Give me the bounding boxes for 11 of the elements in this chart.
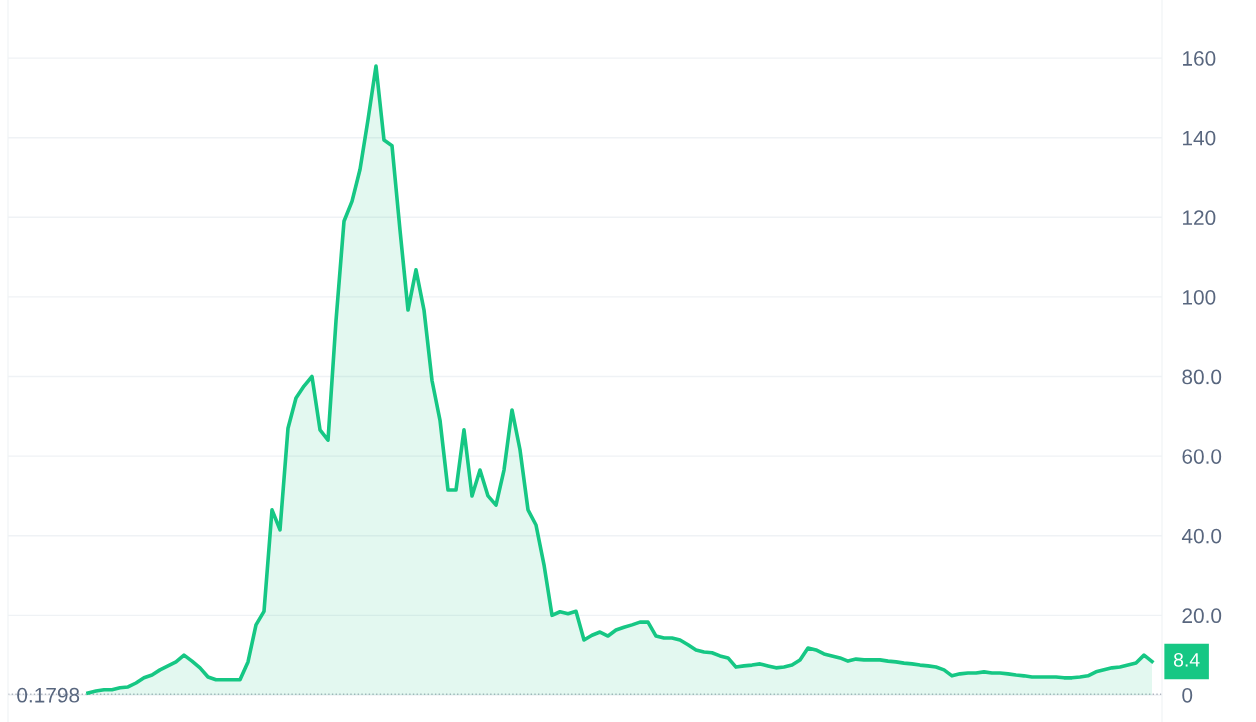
y-tick-label: 160 xyxy=(1183,51,1216,66)
y-tick-label: 40.0 xyxy=(1181,528,1222,544)
y-tick-label: 140 xyxy=(1183,130,1216,146)
y-tick-label: 120 xyxy=(1183,210,1216,226)
y-tick-label: 60.0 xyxy=(1182,449,1222,464)
data-label: 8.4 xyxy=(1173,652,1200,667)
ref-line-label: 0.1798 xyxy=(17,687,80,703)
y-tick-label: 100 xyxy=(1183,289,1216,305)
y-tick-label: 80.0 xyxy=(1182,369,1222,385)
y-tick-label: 0 xyxy=(1182,687,1193,703)
y-tick-label: 20.0 xyxy=(1182,608,1222,624)
